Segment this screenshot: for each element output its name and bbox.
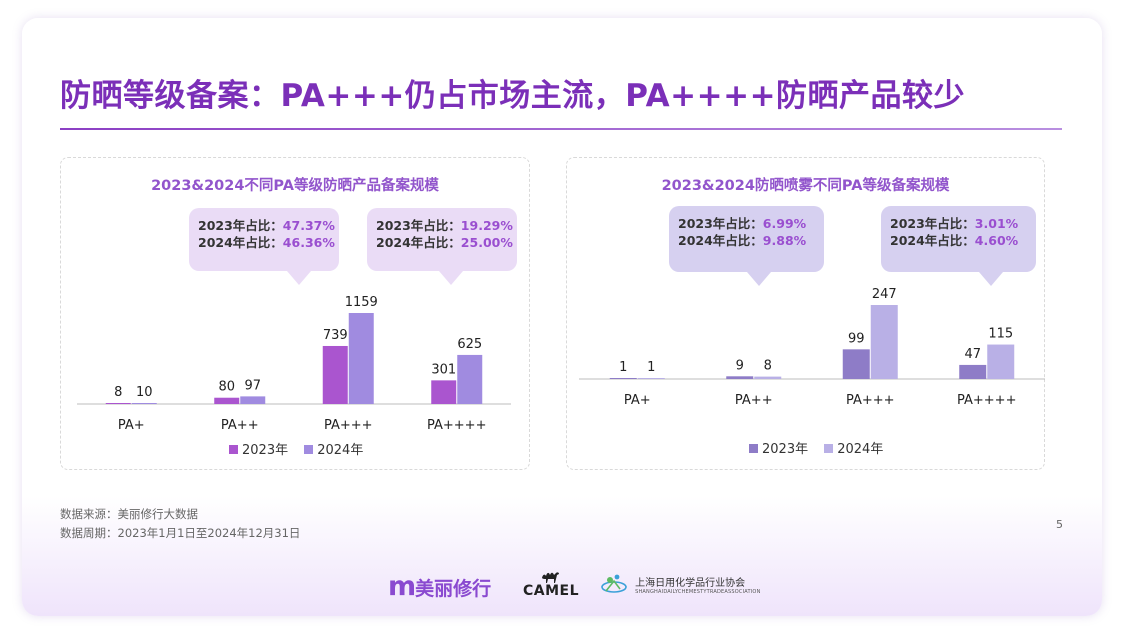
bubble-line-2024: 2024年占比：46.36%: [198, 235, 335, 250]
right-legend: 2023年 2024年: [749, 438, 895, 457]
legend-item-2024: 2024年: [304, 443, 363, 458]
bar-PA++-2023年: [214, 397, 240, 404]
left-share-bubble-pa3: 2023年占比：47.37% 2024年占比：46.36%: [189, 208, 339, 285]
bar-PA++++-2024年: [457, 354, 483, 404]
bar-PA+-2024年: [131, 403, 157, 404]
bar-PA++++-2023年: [431, 380, 457, 404]
left-share-bubble-pa4: 2023年占比：19.29% 2024年占比：25.00%: [367, 208, 517, 285]
bubble-tail: [979, 272, 1003, 286]
legend-swatch-2023: [229, 445, 238, 454]
x-tick-label-PA++++: PA++++: [957, 393, 1016, 408]
bar-PA+-2024年: [637, 378, 665, 379]
bubble-line-2024: 2024年占比：9.88%: [678, 233, 807, 248]
right-chart-panel: 2023&2024防晒喷雾不同PA等级备案规模 2023年占比：6.99% 20…: [566, 157, 1045, 470]
bar-PA+-2023年: [105, 403, 131, 404]
meili-xiuxing-logo: m美丽修行: [388, 571, 492, 602]
data-period-note: 数据周期：2023年1月1日至2024年12月31日: [60, 526, 301, 540]
right-share-bubble-pa3: 2023年占比：6.99% 2024年占比：9.88%: [669, 206, 824, 286]
data-label-PA++++-2024年: 115: [988, 327, 1013, 342]
bar-PA+++-2023年: [322, 345, 348, 404]
bubble-line-2023: 2023年占比：6.99%: [678, 216, 807, 231]
legend-swatch-2023: [749, 444, 758, 453]
association-logo: 上海日用化学品行业协会 SHANGHAIDAILYCHEMESTYTRADEAS…: [600, 571, 761, 601]
data-source-note: 数据来源：美丽修行大数据: [60, 507, 198, 521]
legend-swatch-2024: [824, 444, 834, 453]
x-tick-label-PA++: PA++: [221, 418, 259, 433]
bar-PA+-2023年: [609, 378, 637, 379]
bar-PA+++-2024年: [348, 313, 374, 404]
bar-PA+++-2024年: [870, 305, 898, 379]
data-label-PA+++-2023年: 99: [848, 331, 865, 346]
data-label-PA++-2024年: 97: [244, 378, 261, 393]
right-share-bubble-pa4: 2023年占比：3.01% 2024年占比：4.60%: [881, 206, 1036, 286]
legend-swatch-2024: [304, 445, 314, 454]
x-tick-label-PA++++: PA++++: [427, 418, 486, 433]
x-tick-label-PA++: PA++: [735, 393, 773, 408]
right-bar-chart: 1 1 PA+ 9 8 PA++ 99 247 PA+++ 47 115 PA++++: [579, 287, 1045, 408]
data-label-PA++-2024年: 8: [764, 359, 772, 374]
left-legend: 2023年 2024年: [229, 439, 375, 458]
data-label-PA+-2024年: 10: [136, 385, 153, 400]
left-chart-panel: 2023&2024不同PA等级防晒产品备案规模 2023年占比：47.37% 2…: [60, 157, 530, 470]
page-title: 防晒等级备案：PA+++仍占市场主流，PA++++防晒产品较少: [60, 78, 966, 114]
bar-PA++-2023年: [726, 376, 754, 379]
association-name-cn: 上海日用化学品行业协会: [635, 578, 746, 589]
legend-item-2023: 2023年: [749, 442, 808, 457]
data-label-PA++++-2023年: 47: [964, 347, 981, 362]
data-label-PA+++-2023年: 739: [323, 328, 348, 343]
bubble-tail: [747, 272, 771, 286]
bubble-line-2024: 2024年占比：4.60%: [890, 233, 1019, 248]
x-tick-label-PA+++: PA+++: [324, 418, 373, 433]
bubble-line-2023: 2023年占比：3.01%: [890, 216, 1019, 231]
slide-card: 防晒等级备案：PA+++仍占市场主流，PA++++防晒产品较少 2023&202…: [22, 18, 1102, 616]
legend-item-2024: 2024年: [824, 442, 883, 457]
camel-logo: CAMEL: [522, 571, 580, 601]
brand-name: 美丽修行: [415, 578, 492, 600]
bar-PA++-2024年: [240, 396, 266, 404]
data-label-PA++-2023年: 9: [736, 358, 744, 373]
data-label-PA+-2024年: 1: [647, 360, 655, 375]
bar-PA++-2024年: [754, 376, 782, 379]
x-tick-label-PA+: PA+: [118, 418, 145, 433]
x-tick-label-PA+++: PA+++: [846, 393, 895, 408]
data-label-PA+-2023年: 1: [619, 360, 627, 375]
data-label-PA+++-2024年: 1159: [345, 295, 378, 310]
data-label-PA++++-2023年: 301: [431, 362, 456, 377]
camel-wordmark: CAMEL: [522, 583, 580, 599]
bar-PA+++-2023年: [842, 349, 870, 379]
legend-item-2023: 2023年: [229, 443, 288, 458]
camel-icon: [542, 572, 559, 583]
bubble-tail: [287, 271, 311, 285]
brand-mark: m: [388, 571, 416, 602]
title-divider: [60, 128, 1062, 130]
page-number: 5: [1056, 518, 1063, 531]
bubble-line-2023: 2023年占比：19.29%: [376, 218, 513, 233]
bubble-tail: [439, 271, 463, 285]
bar-PA++++-2024年: [987, 344, 1015, 379]
right-chart-title: 2023&2024防晒喷雾不同PA等级备案规模: [661, 178, 950, 194]
data-label-PA+-2023年: 8: [114, 385, 122, 400]
association-emblem-icon: [601, 574, 627, 593]
left-chart-title: 2023&2024不同PA等级防晒产品备案规模: [151, 178, 439, 194]
data-label-PA++-2023年: 80: [218, 380, 235, 395]
x-tick-label-PA+: PA+: [624, 393, 651, 408]
data-label-PA+++-2024年: 247: [872, 287, 897, 302]
bubble-line-2023: 2023年占比：47.37%: [198, 218, 335, 233]
association-name-en: SHANGHAIDAILYCHEMESTYTRADEASSOCIATION: [635, 589, 761, 595]
bar-PA++++-2023年: [959, 364, 987, 379]
bubble-line-2024: 2024年占比：25.00%: [376, 235, 513, 250]
data-label-PA++++-2024年: 625: [457, 337, 482, 352]
